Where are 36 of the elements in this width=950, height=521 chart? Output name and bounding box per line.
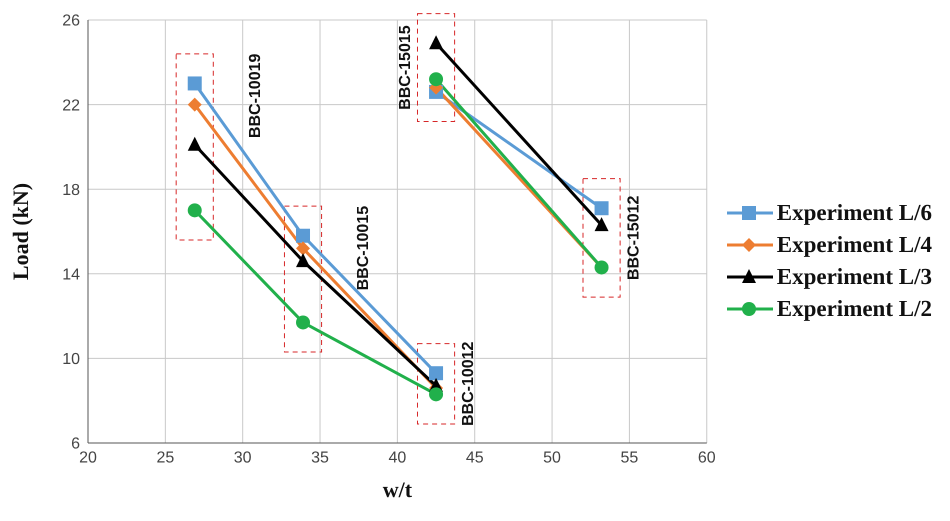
legend-label: Experiment L/4 [776,232,932,258]
x-tick-label: 20 [79,449,97,466]
x-tick-label: 30 [234,449,252,466]
point [296,228,310,243]
annotation: BBC-15012 [626,196,643,280]
y-tick-label: 18 [62,182,80,199]
x-axis-title: w/t [382,477,413,502]
x-tick-label: 45 [466,449,484,466]
y-axis-title: Load (kN) [8,182,33,280]
legend-label: Experiment L/2 [776,296,932,322]
x-tick-label: 55 [620,449,638,466]
x-tick-label: 40 [388,449,406,466]
legend-label: Experiment L/6 [776,200,932,226]
legend-label: Experiment L/3 [776,264,932,290]
x-tick-label: 35 [311,449,330,466]
point [296,315,310,330]
point [188,76,202,90]
point [188,203,202,218]
y-tick-label: 10 [62,351,80,368]
y-tick-label: 26 [62,12,80,30]
annotation: BBC-10012 [460,341,478,426]
annotation: BBC-10015 [355,206,372,290]
x-tick-label: 50 [543,449,562,466]
annotation: BBC-15015 [396,25,414,110]
point [188,136,202,151]
point [429,387,444,402]
point [188,98,202,112]
point [429,366,444,380]
y-tick-label: 14 [62,266,80,284]
x-tick-label: 60 [698,449,716,466]
y-tick-label: 6 [71,436,80,453]
annotation: BBC-10019 [246,53,264,138]
point [296,241,310,256]
y-tick-label: 22 [62,97,80,114]
x-tick-label: 25 [156,449,174,466]
point [296,253,310,268]
